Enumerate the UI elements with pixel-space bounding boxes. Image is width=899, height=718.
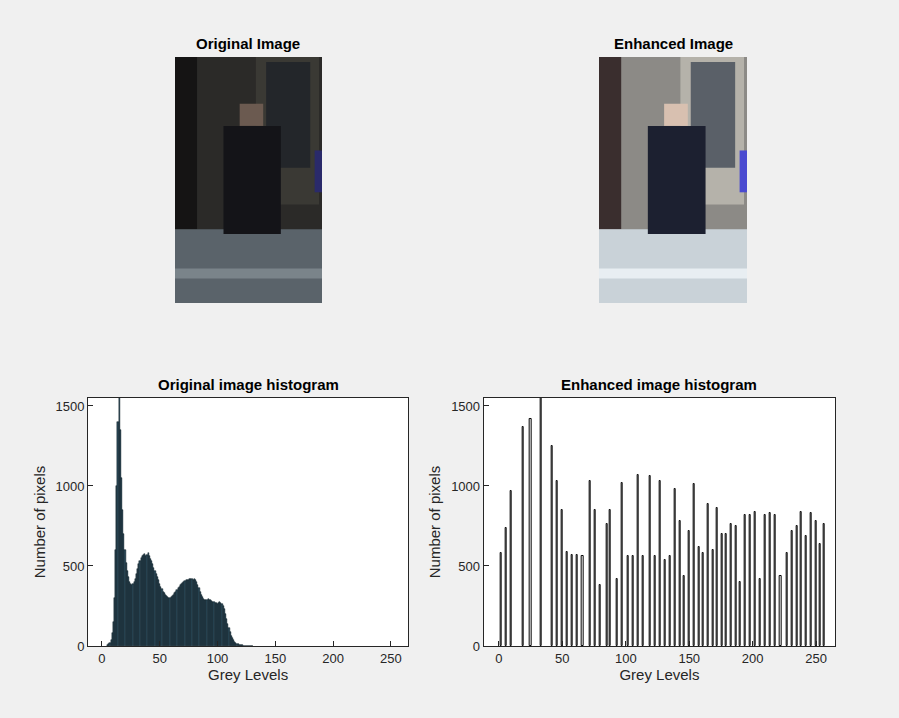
svg-text:0: 0 <box>473 639 480 654</box>
svg-text:Number of pixels: Number of pixels <box>426 466 443 579</box>
svg-text:Grey Levels: Grey Levels <box>619 666 699 683</box>
svg-text:0: 0 <box>495 651 502 666</box>
svg-text:250: 250 <box>805 651 827 666</box>
svg-text:1500: 1500 <box>451 399 480 414</box>
svg-text:Original Image: Original Image <box>196 35 300 52</box>
svg-text:1500: 1500 <box>56 399 85 414</box>
svg-text:150: 150 <box>264 651 286 666</box>
svg-text:1000: 1000 <box>451 479 480 494</box>
svg-text:500: 500 <box>458 559 480 574</box>
svg-text:1000: 1000 <box>56 479 85 494</box>
svg-text:Enhanced Image: Enhanced Image <box>614 35 733 52</box>
svg-text:100: 100 <box>207 651 229 666</box>
svg-text:50: 50 <box>555 651 569 666</box>
svg-text:0: 0 <box>98 651 105 666</box>
svg-text:200: 200 <box>322 651 344 666</box>
svg-text:Original image histogram: Original image histogram <box>158 376 339 393</box>
svg-text:200: 200 <box>742 651 764 666</box>
svg-text:500: 500 <box>63 559 85 574</box>
svg-text:100: 100 <box>615 651 637 666</box>
svg-text:50: 50 <box>152 651 166 666</box>
svg-text:Number of pixels: Number of pixels <box>31 466 48 579</box>
svg-text:Enhanced image histogram: Enhanced image histogram <box>561 376 757 393</box>
svg-text:Grey Levels: Grey Levels <box>208 666 288 683</box>
svg-text:250: 250 <box>380 651 402 666</box>
svg-text:150: 150 <box>678 651 700 666</box>
svg-text:0: 0 <box>77 639 84 654</box>
